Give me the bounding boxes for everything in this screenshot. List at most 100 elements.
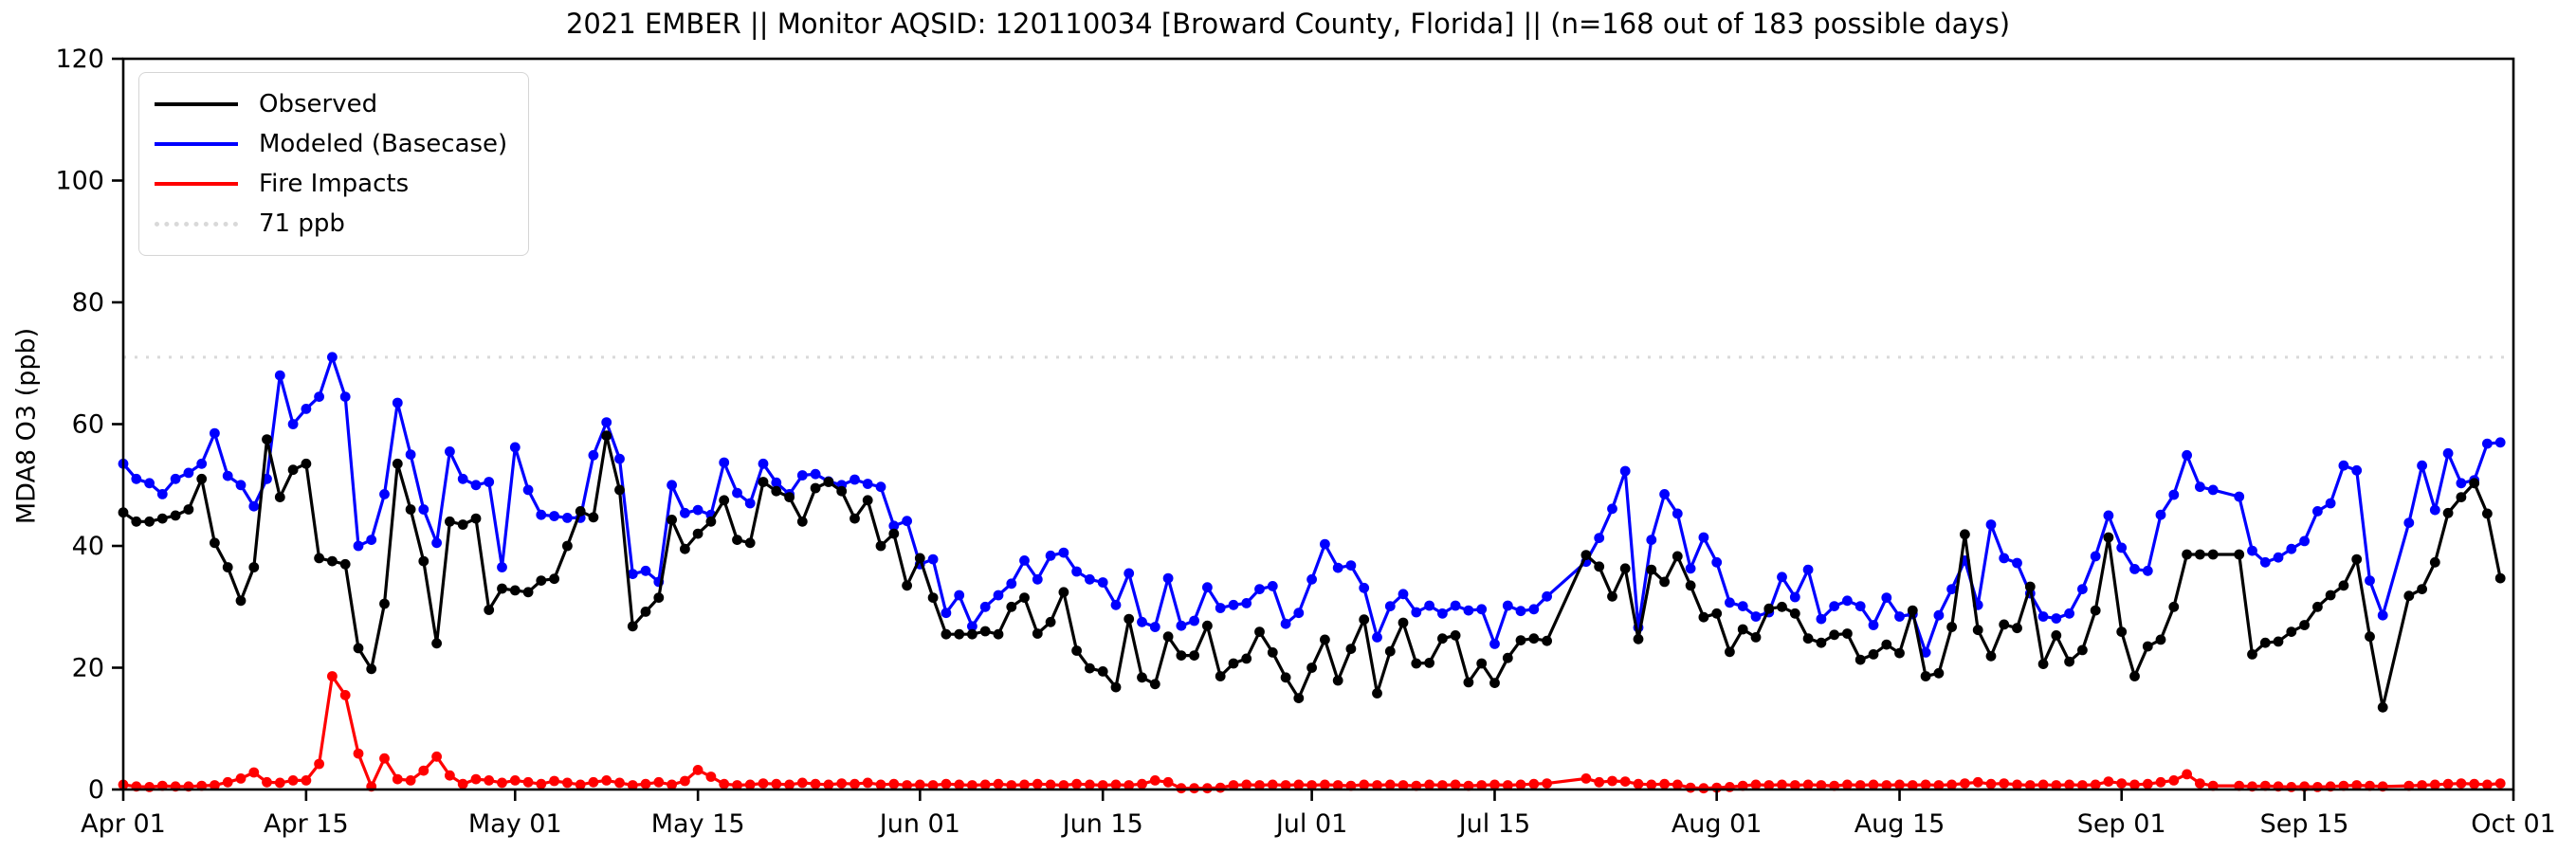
- data-point-observed: [170, 510, 181, 521]
- data-point-fire: [941, 778, 952, 789]
- data-point-modeled: [445, 446, 455, 457]
- data-point-fire: [1763, 780, 1775, 790]
- data-point-observed: [927, 592, 939, 603]
- x-tick-label: Aug 01: [1672, 809, 1763, 839]
- data-point-modeled: [2142, 565, 2153, 576]
- data-point-fire: [1619, 776, 1631, 787]
- data-point-fire: [823, 779, 834, 790]
- data-point-fire: [1332, 780, 1343, 790]
- data-point-modeled: [2116, 542, 2128, 554]
- data-point-modeled: [1829, 601, 1840, 611]
- data-point-observed: [1933, 667, 1945, 679]
- data-point-observed: [1437, 633, 1448, 644]
- data-point-fire: [1777, 779, 1787, 790]
- data-point-observed: [1502, 652, 1513, 663]
- data-point-observed: [1137, 672, 1147, 683]
- data-point-observed: [758, 477, 769, 487]
- data-point-fire: [836, 778, 848, 789]
- data-point-fire: [1646, 779, 1657, 790]
- data-point-modeled: [1711, 556, 1723, 568]
- data-point-modeled: [339, 391, 351, 402]
- data-point-modeled: [522, 484, 534, 496]
- data-point-modeled: [2338, 460, 2349, 471]
- data-point-modeled: [2377, 609, 2388, 621]
- y-tick-label: 0: [88, 775, 104, 805]
- data-point-modeled: [875, 481, 886, 493]
- data-point-modeled: [2103, 510, 2114, 521]
- data-point-observed: [1228, 658, 1239, 669]
- data-point-observed: [2155, 634, 2166, 645]
- data-point-modeled: [588, 449, 599, 461]
- data-point-observed: [1215, 671, 1226, 681]
- data-point-observed: [588, 512, 599, 523]
- data-point-observed: [327, 555, 338, 567]
- data-point-observed: [497, 583, 507, 594]
- data-point-modeled: [1920, 647, 1931, 658]
- data-point-observed: [680, 543, 690, 554]
- data-point-observed: [1907, 605, 1918, 616]
- data-point-modeled: [941, 608, 952, 619]
- data-point-observed: [1646, 564, 1657, 575]
- data-point-fire: [1868, 779, 1879, 790]
- x-tick-label: Jul 01: [1274, 809, 1348, 839]
- data-point-observed: [156, 513, 168, 524]
- data-point-observed: [392, 458, 403, 469]
- data-point-observed: [719, 495, 730, 506]
- data-point-observed: [640, 607, 651, 617]
- data-point-modeled: [2325, 498, 2336, 509]
- y-tick-label: 120: [55, 45, 104, 74]
- data-point-fire: [640, 778, 651, 789]
- data-point-fire: [470, 773, 482, 785]
- data-point-fire: [1659, 778, 1670, 789]
- data-point-observed: [1372, 688, 1382, 699]
- data-point-fire: [1202, 783, 1213, 794]
- data-point-fire: [2456, 778, 2467, 789]
- data-point-observed: [1868, 649, 1879, 660]
- data-point-observed: [1594, 561, 1605, 572]
- data-point-observed: [941, 628, 952, 640]
- data-point-fire: [719, 778, 730, 789]
- data-point-modeled: [888, 520, 900, 532]
- data-point-modeled: [1607, 503, 1617, 515]
- data-point-observed: [1489, 678, 1500, 688]
- data-point-fire: [588, 776, 599, 788]
- data-point-fire: [1137, 778, 1147, 789]
- data-point-fire: [862, 777, 873, 789]
- data-point-modeled: [1933, 609, 1945, 621]
- data-point-modeled: [1476, 604, 1488, 615]
- data-point-observed: [2234, 549, 2245, 560]
- data-point-observed: [2469, 478, 2480, 489]
- data-point-modeled: [2051, 613, 2062, 624]
- data-point-fire: [1032, 778, 1043, 789]
- data-point-fire: [744, 779, 756, 790]
- data-point-modeled: [1816, 613, 1827, 625]
- data-point-modeled: [2207, 484, 2219, 496]
- data-point-observed: [810, 482, 821, 494]
- data-point-fire: [287, 775, 299, 786]
- data-point-fire: [1750, 779, 1762, 790]
- data-point-observed: [705, 516, 717, 527]
- data-point-observed: [2286, 626, 2297, 637]
- x-tick-label: Aug 15: [1854, 809, 1946, 839]
- data-point-observed: [1607, 590, 1617, 602]
- data-point-fire: [2155, 776, 2166, 788]
- data-point-fire: [1372, 780, 1382, 790]
- data-point-modeled: [810, 468, 821, 480]
- data-point-modeled: [1542, 590, 1552, 602]
- data-point-fire: [771, 778, 782, 789]
- data-point-fire: [497, 777, 507, 789]
- data-point-observed: [2325, 590, 2336, 601]
- data-point-modeled: [2195, 481, 2205, 493]
- data-point-observed: [549, 573, 559, 585]
- data-point-modeled: [1619, 465, 1631, 477]
- data-point-observed: [2417, 584, 2428, 594]
- data-point-observed: [627, 621, 638, 632]
- data-point-modeled: [1725, 597, 1735, 608]
- data-point-fire: [536, 778, 547, 789]
- data-point-observed: [1659, 576, 1670, 588]
- data-point-fire: [2442, 778, 2454, 789]
- data-point-observed: [1685, 580, 1696, 591]
- x-tick-label: Apr 01: [81, 809, 166, 839]
- data-point-modeled: [2168, 489, 2180, 500]
